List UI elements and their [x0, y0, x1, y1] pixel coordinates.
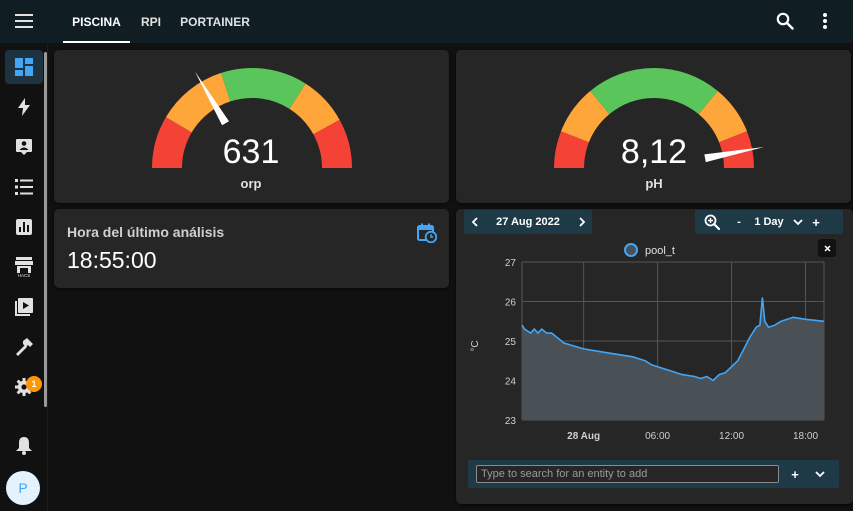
tab-piscina[interactable]: PISCINA [63, 0, 130, 43]
x-tick-label: 12:00 [719, 431, 744, 442]
entity-search-input[interactable] [476, 465, 779, 483]
gauge-segment [152, 117, 192, 168]
chevron-down-icon [793, 218, 803, 225]
notification-count-badge: 1 [26, 376, 42, 392]
logbook-list-icon [15, 179, 33, 195]
entity-dropdown-button[interactable] [809, 462, 831, 486]
avatar[interactable]: P [6, 471, 40, 505]
entity-picker-bar: + [468, 460, 839, 488]
gauge-segment [698, 90, 747, 143]
gauge-segment [289, 83, 340, 135]
date-navigator: 27 Aug 2022 [464, 210, 592, 234]
tab-label: RPI [140, 14, 161, 29]
search-icon [776, 12, 794, 30]
gauge-segment [590, 68, 718, 115]
y-tick-label: 25 [505, 337, 517, 348]
more-options-button[interactable] [812, 6, 838, 36]
x-tick-label: 18:00 [793, 431, 818, 442]
search-button[interactable] [770, 6, 800, 36]
zoom-in-icon [704, 214, 720, 230]
dots-vertical-icon [823, 13, 827, 29]
gauge-label: orp [240, 176, 262, 191]
y-tick-label: 24 [505, 377, 517, 388]
tab-portainer[interactable]: PORTAINER [176, 0, 254, 43]
x-tick-label: 28 Aug [567, 431, 600, 442]
gauge-label: pH [645, 176, 663, 191]
developer-hammer-icon [16, 338, 33, 356]
x-tick-label: 06:00 [645, 431, 670, 442]
period-minus-button[interactable]: - [737, 216, 741, 228]
sidebar-item-history[interactable] [5, 210, 43, 244]
last-analysis-card[interactable]: Hora del último análisis 18:55:00 [54, 209, 449, 288]
gauge-needle [194, 71, 229, 126]
dashboard-icon [15, 58, 33, 76]
legend-label-pool-t[interactable]: pool_t [645, 245, 675, 257]
sidebar-item-notifications[interactable] [5, 429, 43, 463]
gauge-value: 631 [222, 133, 280, 171]
gauge-needle [704, 147, 765, 163]
gauge-segment [561, 90, 610, 143]
gauge-segment [554, 131, 589, 168]
sidebar-item-logbook[interactable] [5, 170, 43, 204]
history-chart-icon [16, 219, 32, 235]
card-title: Hora del último análisis [67, 224, 225, 240]
period-select[interactable]: 1 Day [754, 216, 784, 228]
sidebar-scrollbar[interactable] [44, 52, 47, 407]
svg-text:HACS: HACS [18, 273, 31, 277]
last-analysis-time: 18:55:00 [67, 247, 157, 273]
sidebar-item-energy[interactable] [5, 90, 43, 124]
calendar-clock-icon [417, 223, 437, 243]
tab-label: PISCINA [72, 14, 121, 29]
period-plus-button[interactable]: + [812, 214, 820, 230]
chevron-right-icon [578, 217, 585, 227]
sidebar-item-overview[interactable] [5, 50, 43, 84]
clear-chart-button[interactable] [818, 239, 836, 257]
y-axis-label: °C [470, 340, 481, 351]
previous-date-button[interactable] [464, 210, 484, 234]
sidebar-item-media[interactable] [5, 290, 43, 324]
legend-swatch-pool-t[interactable] [624, 243, 638, 257]
chevron-down-icon [815, 470, 825, 477]
next-date-button[interactable] [572, 210, 592, 234]
period-controls: - 1 Day + [695, 210, 843, 234]
sidebar-item-developer-tools[interactable] [5, 330, 43, 364]
tab-label: PORTAINER [180, 14, 250, 29]
gauge-ph [554, 68, 765, 168]
hamburger-menu-icon [15, 14, 33, 28]
media-play-icon [15, 298, 33, 316]
zoom-button[interactable] [699, 210, 725, 234]
chevron-left-icon [471, 217, 478, 227]
y-tick-label: 23 [505, 416, 517, 427]
date-label[interactable]: 27 Aug 2022 [496, 216, 560, 228]
gauge-segment [719, 131, 754, 168]
sidebar-item-hacs[interactable]: HACS [5, 250, 43, 284]
menu-button[interactable] [10, 8, 38, 34]
gauge-segment [165, 72, 231, 133]
close-icon [823, 244, 831, 252]
top-app-bar: PISCINA RPI PORTAINER [0, 0, 853, 43]
series-line-pool-t [521, 297, 825, 382]
tab-rpi[interactable]: RPI [134, 0, 168, 43]
sidebar: HACS 1 P [0, 43, 48, 511]
sidebar-item-map[interactable] [5, 130, 43, 164]
gauge-orp [152, 68, 352, 168]
bell-icon [16, 437, 32, 455]
y-tick-label: 26 [505, 298, 517, 309]
gauge-value: 8,12 [620, 133, 688, 171]
add-entity-button[interactable]: + [791, 466, 799, 482]
period-dropdown-button[interactable] [789, 210, 807, 234]
series-area-pool-t [522, 297, 824, 420]
gauge-card-ph[interactable]: 8,12 pH [456, 50, 851, 203]
gauge-segment [313, 119, 352, 168]
map-account-icon [16, 139, 32, 155]
hacs-store-icon: HACS [15, 257, 33, 277]
y-tick-label: 27 [505, 258, 517, 269]
gauge-card-orp[interactable]: 631 orp [54, 50, 449, 203]
energy-bolt-icon [18, 98, 30, 116]
gauge-segment [221, 68, 306, 109]
